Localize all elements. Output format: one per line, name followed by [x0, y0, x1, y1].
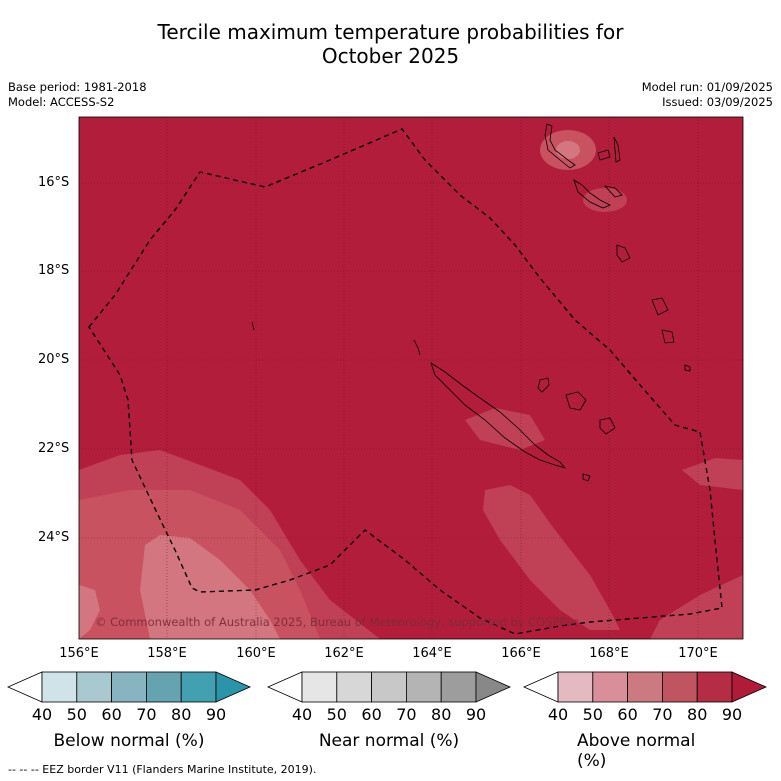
- near-normal-colorbar-segment-5: [440, 671, 477, 703]
- chesterfield-islands-outline: [251, 321, 255, 331]
- near-normal-colorbar-segment-3: [371, 671, 407, 703]
- above-normal-colorbar-tick: 40: [547, 705, 569, 724]
- below-normal-colorbar-tick: 80: [171, 705, 192, 724]
- title-line-1: Tercile maximum temperature probabilitie…: [157, 20, 624, 44]
- map-title: Tercile maximum temperature probabilitie…: [0, 20, 781, 68]
- probability-zone-south-central: [483, 485, 620, 630]
- isle-of-pines-outline: [582, 473, 591, 482]
- espiritu-santo-outline: [544, 123, 576, 169]
- above-normal-colorbar-segment-3: [627, 671, 663, 703]
- below-normal-colorbar-min-extend: [7, 671, 43, 703]
- lat-label-22s: 22°S: [38, 441, 70, 456]
- below-normal-colorbar-tick: 70: [136, 705, 157, 724]
- below-normal-colorbar-segment-4: [145, 671, 182, 703]
- epi-outline: [603, 185, 623, 198]
- above-normal-colorbar-segment-2: [592, 671, 628, 703]
- lon-label-156e: 156°E: [59, 646, 99, 661]
- lon-label-164e: 164°E: [412, 646, 452, 661]
- graticule: [79, 117, 743, 639]
- copyright-notice: © Commonwealth of Australia 2025, Bureau…: [95, 615, 579, 629]
- near-normal-colorbar-title: Near normal (%): [318, 731, 460, 751]
- near-normal-colorbar-segment-4: [405, 671, 442, 703]
- loyalty-island-mare-outline: [599, 417, 616, 435]
- below-normal-colorbar-title: Below normal (%): [53, 731, 205, 751]
- efate-outline: [573, 179, 611, 209]
- probability-zone-southeast: [650, 575, 743, 639]
- metadata-right: Model run: 01/09/2025 Issued: 03/09/2025: [642, 80, 773, 110]
- above-normal-colorbar-segment-5: [696, 671, 733, 703]
- below-normal-colorbar-segment-1: [41, 671, 78, 703]
- title-line-2: October 2025: [321, 44, 460, 68]
- tanna-outline: [651, 297, 669, 316]
- above-normal-colorbar-segment-1: [557, 671, 594, 703]
- metadata-left: Base period: 1981-2018 Model: ACCESS-S2: [8, 80, 147, 110]
- erromango-outline: [616, 244, 631, 263]
- new-caledonia-outline: [430, 362, 567, 469]
- island-outlines: [251, 123, 691, 482]
- model-run: Model run: 01/09/2025: [641, 80, 773, 94]
- aneityum-outline: [661, 329, 675, 344]
- lon-label-168e: 168°E: [589, 646, 629, 661]
- lat-label-18s: 18°S: [38, 263, 70, 278]
- loyalty-island-ouvea-outline: [537, 377, 550, 393]
- issued-date: Issued: 03/09/2025: [662, 95, 773, 109]
- above-normal-colorbar-title: Above normal (%): [577, 731, 696, 771]
- probability-zone-southwest-core: [140, 535, 280, 639]
- below-normal-colorbar-tick: 50: [66, 705, 87, 724]
- near-normal-colorbar-tick: 70: [396, 705, 417, 724]
- probability-zone-vanuatu: [583, 188, 627, 212]
- lon-label-170e: 170°E: [678, 646, 718, 661]
- lon-label-162e: 162°E: [324, 646, 364, 661]
- above-normal-colorbar-tick: 60: [617, 705, 638, 724]
- above-normal-colorbar-segment-4: [662, 671, 698, 703]
- above-normal-colorbar-tick: 80: [687, 705, 708, 724]
- probability-zone-south-west-edge: [79, 585, 100, 639]
- below-normal-colorbar-max-extend: [215, 671, 251, 703]
- lat-label-16s: 16°S: [38, 175, 70, 190]
- malekula-outline: [597, 149, 611, 161]
- map-frame: [78, 116, 744, 640]
- near-normal-colorbar-tick: 50: [326, 705, 347, 724]
- lat-label-24s: 24°S: [38, 530, 70, 545]
- lon-label-160e: 160°E: [236, 646, 276, 661]
- below-normal-colorbar-tick: 60: [101, 705, 122, 724]
- ambae-outline: [613, 136, 621, 163]
- below-normal-colorbar-tick: 40: [31, 705, 53, 724]
- near-normal-colorbar-min-extend: [267, 671, 303, 703]
- near-normal-colorbar-segment-2: [336, 671, 372, 703]
- model-name: Model: ACCESS-S2: [8, 95, 115, 109]
- above-normal-colorbar-tick: 50: [582, 705, 603, 724]
- eez-border: [88, 128, 723, 635]
- below-normal-colorbar-tick: 90: [205, 705, 227, 724]
- matthew-hunter-islands-outline: [684, 364, 691, 372]
- near-normal-colorbar-tick: 90: [465, 705, 487, 724]
- eez-footer-note: -- -- -- EEZ border V11 (Flanders Marine…: [8, 763, 317, 776]
- lon-label-158e: 158°E: [147, 646, 187, 661]
- lat-label-20s: 20°S: [38, 352, 70, 367]
- colorbar-group: [7, 671, 767, 703]
- probability-zone-new-caledonia: [465, 408, 545, 450]
- belep-islands-outline: [413, 339, 421, 356]
- near-normal-colorbar-tick: 40: [291, 705, 313, 724]
- probability-zone-north-islands-core: [556, 141, 580, 159]
- loyalty-island-lifou-outline: [565, 391, 587, 411]
- below-normal-colorbar-segment-3: [111, 671, 147, 703]
- near-normal-colorbar-segment-1: [301, 671, 338, 703]
- above-normal-colorbar-tick: 70: [652, 705, 673, 724]
- below-normal-colorbar-segment-5: [180, 671, 217, 703]
- near-normal-colorbar-tick: 80: [431, 705, 452, 724]
- lon-label-166e: 166°E: [501, 646, 541, 661]
- probability-zone-east: [682, 458, 743, 490]
- near-normal-colorbar-max-extend: [475, 671, 511, 703]
- near-normal-colorbar-tick: 60: [361, 705, 382, 724]
- base-period: Base period: 1981-2018: [8, 80, 147, 94]
- above-normal-colorbar-max-extend: [731, 671, 767, 703]
- above-normal-colorbar-tick: 90: [721, 705, 743, 724]
- below-normal-colorbar-segment-2: [76, 671, 113, 703]
- above-normal-colorbar-min-extend: [523, 671, 559, 703]
- map-area: © Commonwealth of Australia 2025, Bureau…: [79, 117, 743, 639]
